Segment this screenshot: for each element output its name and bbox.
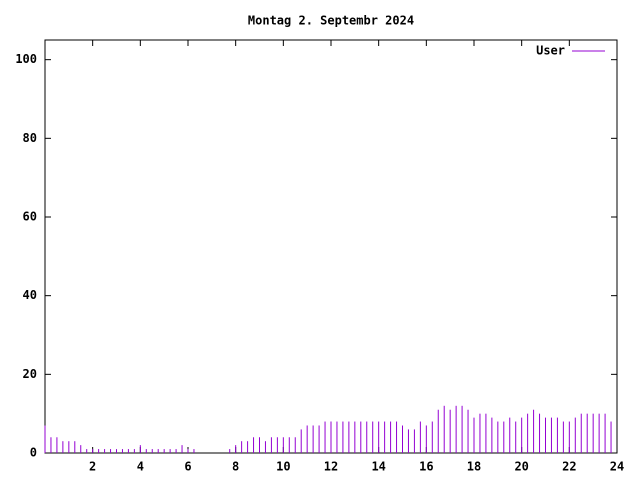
x-tick-label: 6 — [184, 460, 191, 474]
x-tick-label: 8 — [232, 460, 239, 474]
x-tick-label: 10 — [276, 460, 290, 474]
x-tick-label: 4 — [137, 460, 144, 474]
y-tick-label: 0 — [30, 446, 37, 460]
x-tick-label: 12 — [324, 460, 338, 474]
chart-title: Montag 2. Septembr 2024 — [248, 14, 414, 28]
plot-frame — [44, 39, 618, 454]
y-tick-label: 20 — [23, 367, 37, 381]
x-tick-label: 18 — [467, 460, 481, 474]
x-tick-label: 2 — [89, 460, 96, 474]
y-tick-label: 100 — [15, 52, 37, 66]
y-tick-label: 40 — [23, 288, 37, 302]
x-tick-label: 22 — [562, 460, 576, 474]
legend-label: User — [536, 44, 565, 58]
x-tick-label: 20 — [514, 460, 528, 474]
y-tick-label: 60 — [23, 210, 37, 224]
x-tick-label: 14 — [371, 460, 385, 474]
y-tick-label: 80 — [23, 131, 37, 145]
x-tick-label: 24 — [610, 460, 624, 474]
x-tick-label: 16 — [419, 460, 433, 474]
